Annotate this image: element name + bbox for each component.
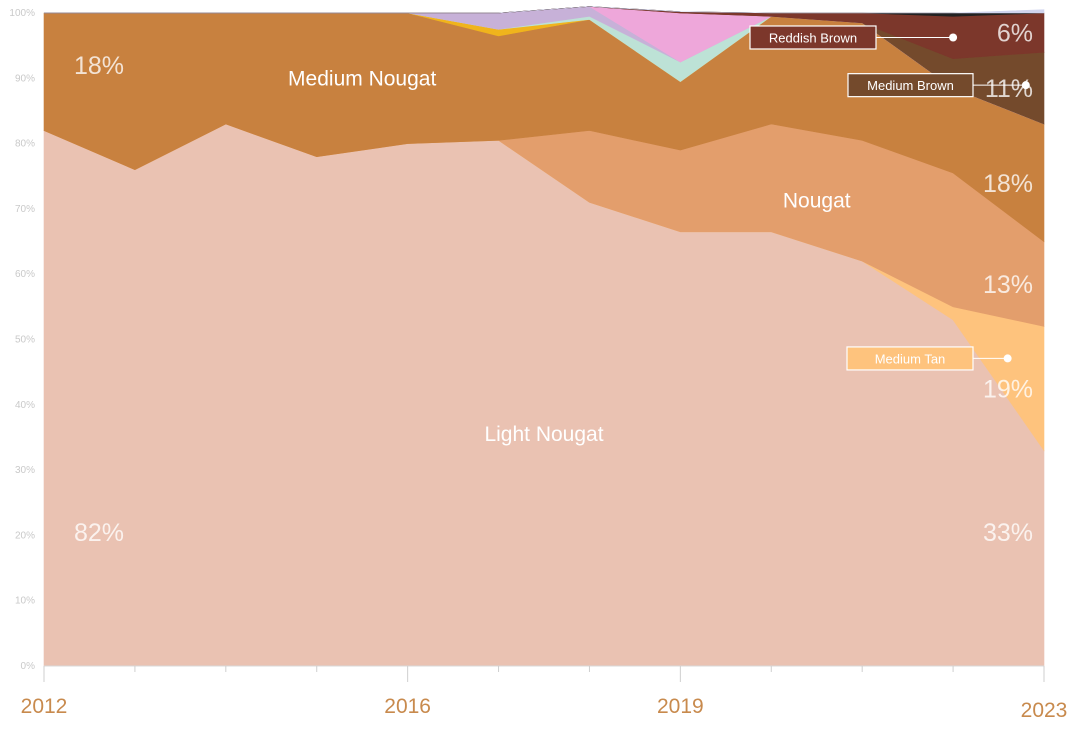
- callout-label: Reddish Brown: [769, 30, 857, 45]
- y-tick-label: 80%: [15, 139, 35, 150]
- callout-reddish-brown: Reddish Brown: [749, 25, 958, 50]
- y-tick-label: 10%: [15, 596, 35, 607]
- series-label-nougat: Nougat: [783, 190, 851, 213]
- x-tick-label: 2023: [1021, 699, 1068, 722]
- callout-box: [749, 25, 877, 50]
- area-series-11: [44, 6, 1045, 14]
- callout-dot: [949, 33, 958, 42]
- start-percent-medium-nougat: 18%: [74, 52, 124, 80]
- end-percent-light-nougat: 33%: [983, 519, 1033, 547]
- end-percent-medium-nougat: 18%: [983, 170, 1033, 198]
- axes-layer: 0% 10% 20% 30% 40% 50% 60% 70% 80% 90% 100% 2012 201…: [9, 8, 1067, 722]
- end-percent-nougat: 13%: [983, 271, 1033, 299]
- callout-label: Medium Tan: [875, 351, 946, 366]
- callout-box: [847, 73, 974, 98]
- callout-medium-brown: Medium Brown: [847, 73, 1030, 98]
- callout-dot: [1021, 81, 1030, 90]
- end-percent-reddish-brown: 6%: [997, 20, 1033, 48]
- y-tick-label: 30%: [15, 465, 35, 476]
- x-tick-label: 2012: [21, 695, 68, 718]
- end-percent-medium-tan: 19%: [983, 375, 1033, 403]
- series-label-medium-nougat: Medium Nougat: [288, 67, 436, 90]
- y-tick-label: 70%: [15, 204, 35, 215]
- x-tick-label: 2019: [657, 695, 704, 718]
- series-label-light-nougat: Light Nougat: [484, 423, 603, 446]
- callout-dot: [1003, 354, 1012, 363]
- callout-box: [846, 346, 974, 371]
- y-tick-label: 0%: [21, 661, 36, 672]
- callout-label: Medium Brown: [867, 78, 954, 93]
- y-tick-label: 50%: [15, 335, 35, 346]
- start-percent-light-nougat: 82%: [74, 519, 124, 547]
- y-tick-label: 40%: [15, 400, 35, 411]
- y-tick-label: 100%: [9, 8, 35, 19]
- labels-layer: Medium Nougat Nougat Light Nougat 18% 82% 6% 1…: [74, 20, 1033, 548]
- callout-medium-tan: Medium Tan: [846, 346, 1012, 371]
- y-tick-label: 90%: [15, 73, 35, 84]
- y-tick-label: 60%: [15, 269, 35, 280]
- y-tick-label: 20%: [15, 530, 35, 541]
- x-tick-label: 2016: [384, 695, 431, 718]
- areas-layer: [43, 6, 1045, 667]
- end-percent-medium-brown: 11%: [985, 75, 1033, 103]
